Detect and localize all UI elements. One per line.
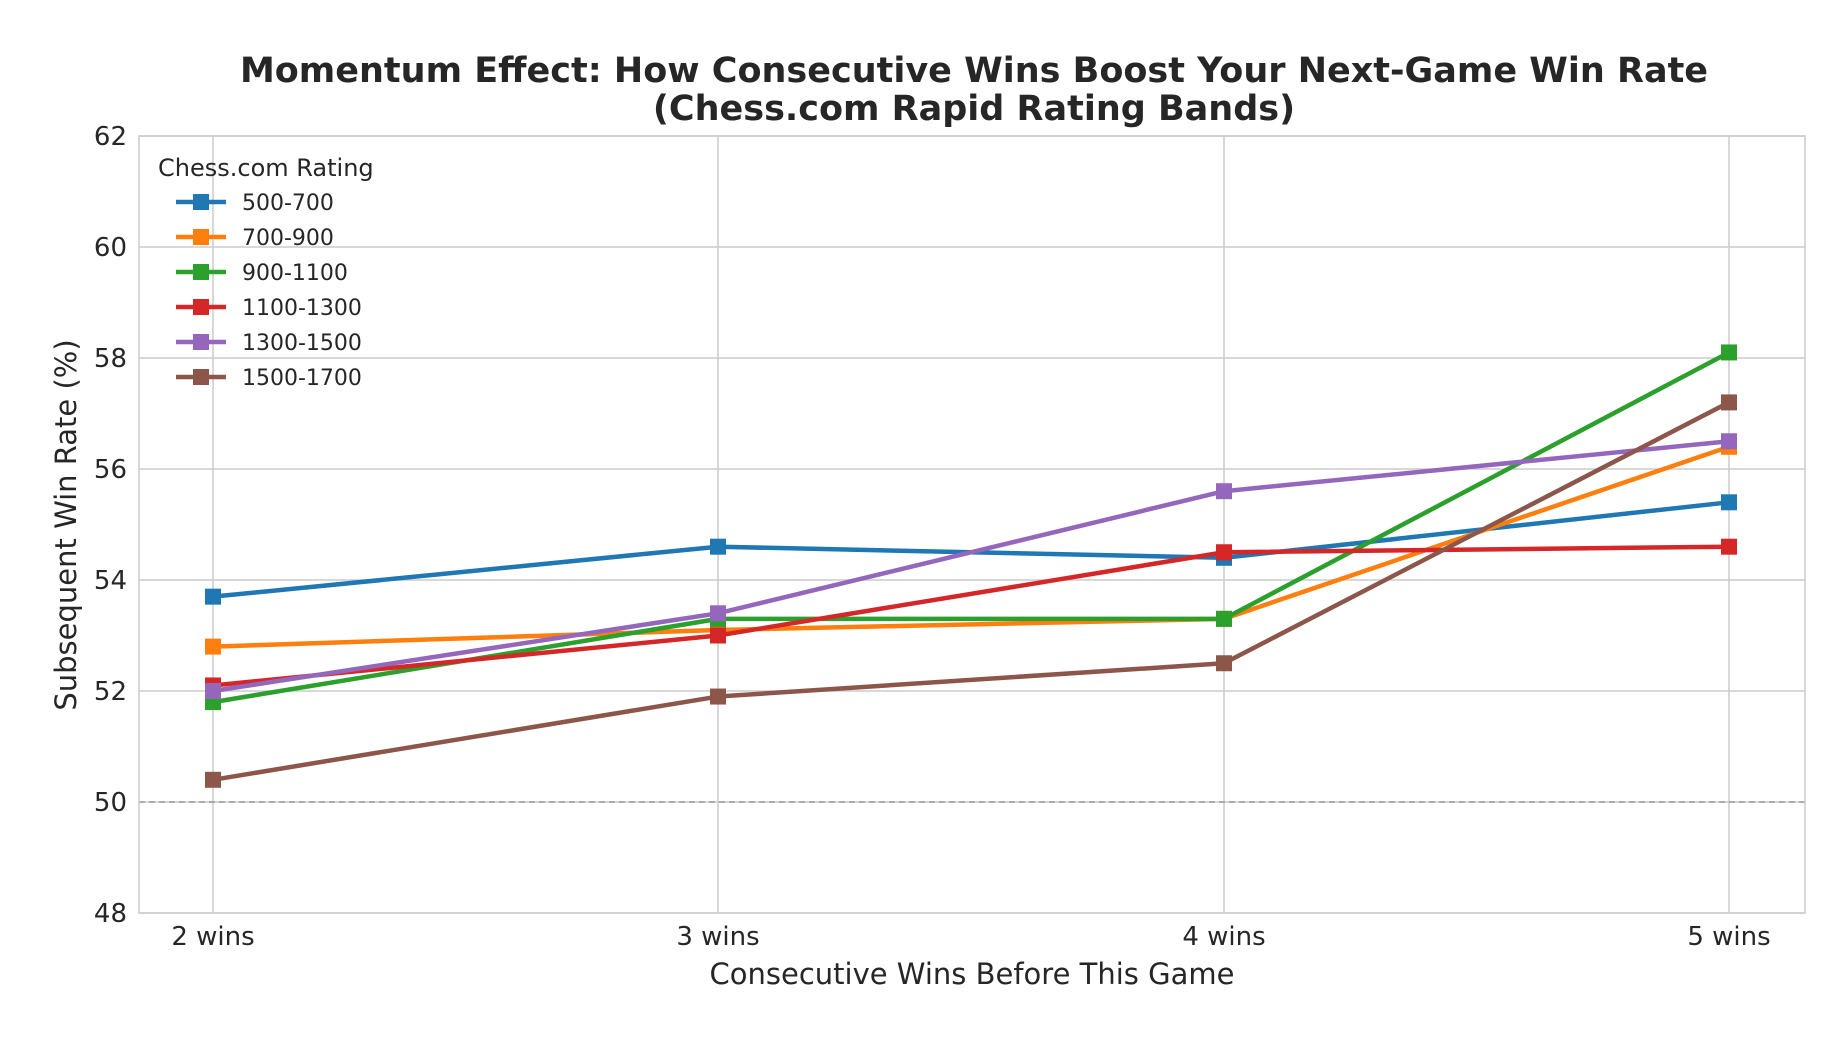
y-tick-label: 54: [94, 566, 127, 596]
x-tick-labels: 2 wins 3 wins 4 wins 5 wins: [171, 922, 1770, 952]
data-point-marker: [205, 771, 221, 788]
y-axis-label: Subsequent Win Rate (%): [49, 339, 83, 710]
data-point-marker: [1721, 394, 1737, 411]
legend-item: 900-1100: [176, 261, 348, 286]
legend-item: 1100-1300: [176, 296, 362, 321]
x-axis-label: Consecutive Wins Before This Game: [710, 957, 1235, 991]
data-point-marker: [1216, 544, 1232, 561]
data-point-marker: [1721, 538, 1737, 555]
y-tick-label: 56: [94, 455, 127, 485]
legend-label: 700-900: [242, 226, 334, 251]
series-1300-1500: [205, 433, 1737, 699]
chart-title-line-1: Momentum Effect: How Consecutive Wins Bo…: [240, 51, 1708, 91]
y-tick-label: 62: [94, 122, 127, 152]
y-tick-label: 52: [94, 677, 127, 707]
legend-label: 1300-1500: [242, 331, 362, 356]
grid: [139, 135, 1805, 914]
data-point-marker: [1721, 494, 1737, 511]
legend-marker: [193, 229, 209, 245]
legend-label: 900-1100: [242, 261, 348, 286]
legend-item: 1300-1500: [176, 331, 362, 356]
data-point-marker: [710, 627, 726, 644]
data-point-marker: [1216, 610, 1232, 627]
legend-label: 1500-1700: [242, 366, 362, 391]
x-tick-label: 4 wins: [1182, 922, 1265, 952]
data-point-marker: [1216, 483, 1232, 500]
data-point-marker: [710, 605, 726, 622]
legend-item: 700-900: [176, 226, 334, 251]
data-point-marker: [205, 588, 221, 605]
x-tick-label: 5 wins: [1687, 922, 1770, 952]
series-line: [210, 544, 1732, 688]
series-line: [210, 439, 1732, 694]
y-tick-label: 50: [94, 788, 127, 818]
legend: Chess.com Rating 500-700 700-900 900-1100 1…: [158, 154, 374, 391]
data-point-marker: [1216, 655, 1232, 672]
series-line: [210, 400, 1732, 783]
y-tick-label: 48: [94, 899, 127, 929]
legend-marker: [193, 369, 209, 385]
series-1500-1700: [205, 394, 1737, 788]
series-1100-1300: [205, 538, 1737, 694]
data-point-marker: [1721, 344, 1737, 361]
y-tick-label: 60: [94, 233, 127, 263]
legend-item: 1500-1700: [176, 366, 362, 391]
y-tick-labels: 48 50 52 54 56 58 60 62: [94, 122, 127, 929]
legend-item: 500-700: [176, 191, 334, 216]
legend-label: 500-700: [242, 191, 334, 216]
series-group: [205, 344, 1737, 788]
legend-label: 1100-1300: [242, 296, 362, 321]
data-point-marker: [205, 638, 221, 655]
legend-marker: [193, 264, 209, 280]
x-tick-label: 3 wins: [676, 922, 759, 952]
legend-marker: [193, 334, 209, 350]
x-tick-label: 2 wins: [171, 922, 254, 952]
plot-area-frame: [138, 135, 1806, 914]
data-point-marker: [205, 683, 221, 699]
legend-title: Chess.com Rating: [158, 154, 374, 182]
legend-marker: [193, 194, 209, 210]
y-tick-label: 58: [94, 344, 127, 374]
data-point-marker: [710, 688, 726, 705]
data-point-marker: [1721, 433, 1737, 450]
chart-title-line-2: (Chess.com Rapid Rating Bands): [653, 89, 1295, 129]
data-point-marker: [710, 538, 726, 555]
legend-marker: [193, 299, 209, 315]
